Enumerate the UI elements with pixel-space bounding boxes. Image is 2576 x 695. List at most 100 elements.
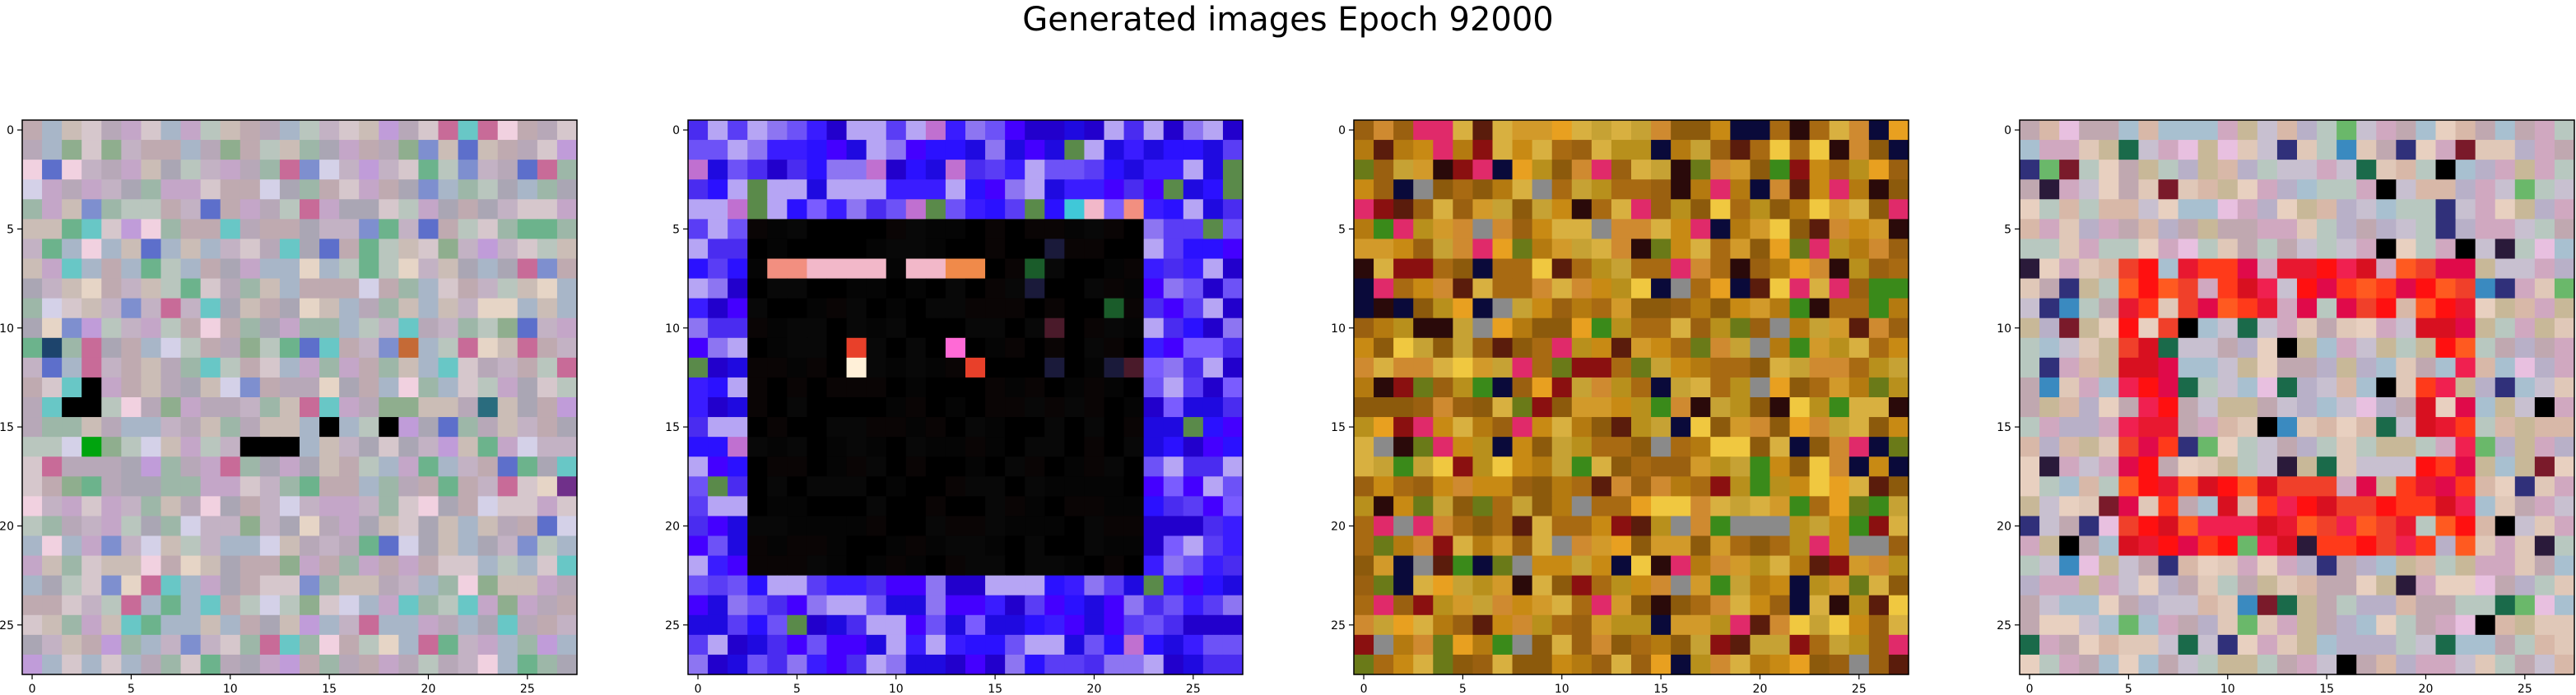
pixel-cell	[319, 535, 340, 557]
pixel-cell	[2237, 575, 2258, 596]
pixel-cell	[2356, 555, 2377, 577]
pixel-cell	[2317, 377, 2337, 398]
pixel-cell	[2495, 575, 2516, 596]
pixel-cell	[2197, 614, 2219, 636]
pixel-cell	[2099, 298, 2119, 319]
pixel-cell	[81, 199, 102, 220]
pixel-cell	[458, 614, 479, 636]
pixel-cell	[101, 516, 122, 537]
pixel-cell	[846, 120, 867, 141]
pixel-cell	[42, 160, 63, 180]
pixel-cell	[259, 397, 281, 418]
pixel-cell	[517, 258, 538, 280]
pixel-cell	[2416, 654, 2437, 675]
pixel-cell	[239, 219, 261, 240]
pixel-cell	[2257, 476, 2278, 497]
pixel-cell	[359, 595, 379, 616]
pixel-cell	[886, 140, 907, 160]
pixel-cell	[2337, 219, 2357, 240]
pixel-cell	[2396, 456, 2417, 477]
pixel-cell	[438, 575, 459, 596]
pixel-cell	[160, 357, 182, 378]
pixel-cell	[2495, 555, 2516, 577]
pixel-cell	[339, 278, 360, 299]
pixel-cell	[2356, 317, 2377, 339]
pixel-cell	[2317, 595, 2337, 616]
pixel-cell	[1104, 120, 1125, 141]
pixel-cell	[2237, 634, 2258, 656]
pixel-cell	[160, 417, 182, 438]
pixel-cell	[2376, 337, 2397, 359]
pixel-cell	[279, 258, 300, 280]
pixel-cell	[2514, 575, 2536, 596]
pixel-cell	[2514, 614, 2536, 636]
pixel-cell	[220, 219, 241, 240]
pixel-cell	[2197, 140, 2219, 160]
pixel-cell	[2276, 120, 2298, 141]
pixel-cell	[2475, 239, 2496, 260]
pixel-cell	[200, 377, 221, 398]
pixel-cell	[2138, 258, 2160, 280]
pixel-cell	[2475, 179, 2496, 200]
pixel-cell	[2158, 278, 2179, 299]
y-tick-label: 0	[2004, 124, 2011, 137]
pixel-cell	[2118, 575, 2140, 596]
pixel-cell	[2455, 357, 2476, 378]
pixel-cell	[2138, 417, 2160, 438]
pixel-cell	[438, 397, 459, 418]
pixel-cell	[279, 437, 300, 457]
pixel-cell	[141, 555, 162, 577]
pixel-cell	[2297, 575, 2318, 596]
pixel-cell	[398, 437, 420, 457]
pixel-cell	[300, 179, 320, 200]
pixel-cell	[259, 179, 281, 200]
pixel-cell	[497, 160, 518, 180]
pixel-cell	[2099, 516, 2119, 537]
pixel-cell	[2554, 397, 2575, 418]
pixel-cell	[279, 496, 300, 517]
pixel-cell	[2197, 160, 2219, 180]
pixel-cell	[2118, 199, 2140, 220]
pixel-cell	[2554, 239, 2575, 260]
pixel-cell	[62, 179, 82, 200]
pixel-cell	[220, 614, 241, 636]
pixel-cell	[2317, 219, 2337, 240]
pixel-cell	[458, 575, 479, 596]
pixel-cell	[2396, 417, 2417, 438]
pixel-cell	[2356, 219, 2377, 240]
pixel-cell	[2217, 219, 2239, 240]
pixel-cell	[101, 614, 122, 636]
pixel-cell	[2396, 278, 2417, 299]
pixel-cell	[2297, 258, 2318, 280]
pixel-cell	[2514, 595, 2536, 616]
pixel-cell	[121, 634, 142, 656]
pixel-cell	[2099, 160, 2119, 180]
pixel-cell	[379, 199, 399, 220]
pixel-cell	[2158, 160, 2179, 180]
pixel-cell	[2356, 535, 2377, 557]
pixel-cell	[517, 476, 538, 497]
pixel-cell	[517, 614, 538, 636]
pixel-cell	[497, 437, 518, 457]
pixel-cell	[438, 377, 459, 398]
pixel-cell	[2554, 199, 2575, 220]
pixel-cell	[42, 634, 63, 656]
pixel-cell	[2475, 595, 2496, 616]
pixel-cell	[2317, 496, 2337, 517]
pixel-cell	[319, 377, 340, 398]
pixel-cell	[2495, 535, 2516, 557]
pixel-cell	[438, 337, 459, 359]
pixel-cell	[398, 535, 420, 557]
pixel-cell	[2554, 476, 2575, 497]
pixel-cell	[220, 317, 241, 339]
pixel-cell	[2079, 199, 2099, 220]
pixel-cell	[2376, 397, 2397, 418]
pixel-cell	[2257, 456, 2278, 477]
pixel-cell	[2237, 476, 2258, 497]
pixel-cell	[2257, 140, 2278, 160]
pixel-cell	[2099, 317, 2119, 339]
pixel-cell	[2138, 595, 2160, 616]
pixel-cell	[239, 437, 261, 457]
pixel-cell	[2237, 595, 2258, 616]
